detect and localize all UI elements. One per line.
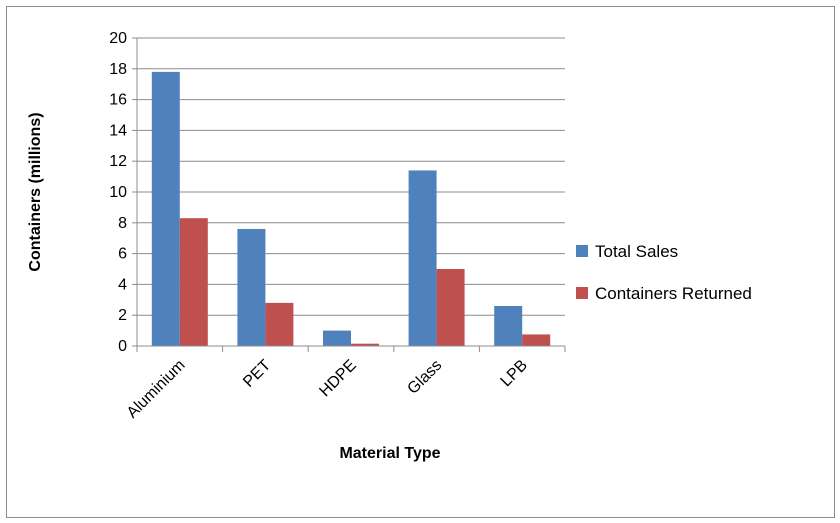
y-tick-label: 8 (118, 215, 127, 232)
gridlines (137, 37, 565, 316)
y-tick-label: 16 (109, 92, 127, 109)
y-tick-label: 2 (118, 307, 127, 324)
y-tick-label: 6 (118, 246, 127, 263)
x-tick-label: Aluminium (124, 357, 189, 422)
x-tick-label: LPB (498, 357, 531, 390)
y-tick-label: 20 (109, 30, 127, 47)
bar-total-sales-glass (408, 170, 437, 346)
y-tick-labels: 0 2 4 6 8 10 12 14 16 18 20 (109, 30, 127, 355)
y-tick-label: 0 (118, 338, 127, 355)
x-tick-labels: Aluminium PET HDPE Glass LPB (124, 357, 531, 422)
bar-containers-returned-lpb (522, 334, 551, 346)
bar-containers-returned-glass (436, 269, 465, 346)
y-tick-label: 10 (109, 184, 127, 201)
x-tick-label: PET (240, 357, 274, 391)
bar-containers-returned-hdpe (351, 343, 379, 346)
bar-total-sales-lpb (494, 305, 523, 346)
y-axis-title: Containers (millions) (27, 112, 44, 271)
bar-total-sales-hdpe (323, 330, 351, 346)
x-tick-label: HDPE (316, 357, 359, 400)
y-tick-label: 12 (109, 153, 127, 170)
bars (151, 71, 551, 346)
legend-swatch (576, 287, 588, 299)
axes (132, 37, 566, 352)
y-tick-label: 4 (118, 276, 127, 293)
legend-label: Containers Returned (595, 284, 752, 303)
bar-total-sales-pet (237, 228, 266, 346)
x-axis-title: Material Type (339, 445, 440, 462)
y-tick-label: 18 (109, 61, 127, 78)
bar-containers-returned-aluminium (179, 218, 208, 346)
bar-total-sales-aluminium (151, 71, 180, 346)
legend-swatch (576, 245, 588, 257)
legend-label: Total Sales (595, 242, 678, 261)
y-tick-label: 14 (109, 122, 127, 139)
x-tick-label: Glass (404, 357, 445, 398)
legend: Total Sales Containers Returned (576, 242, 752, 303)
bar-containers-returned-pet (265, 302, 294, 346)
